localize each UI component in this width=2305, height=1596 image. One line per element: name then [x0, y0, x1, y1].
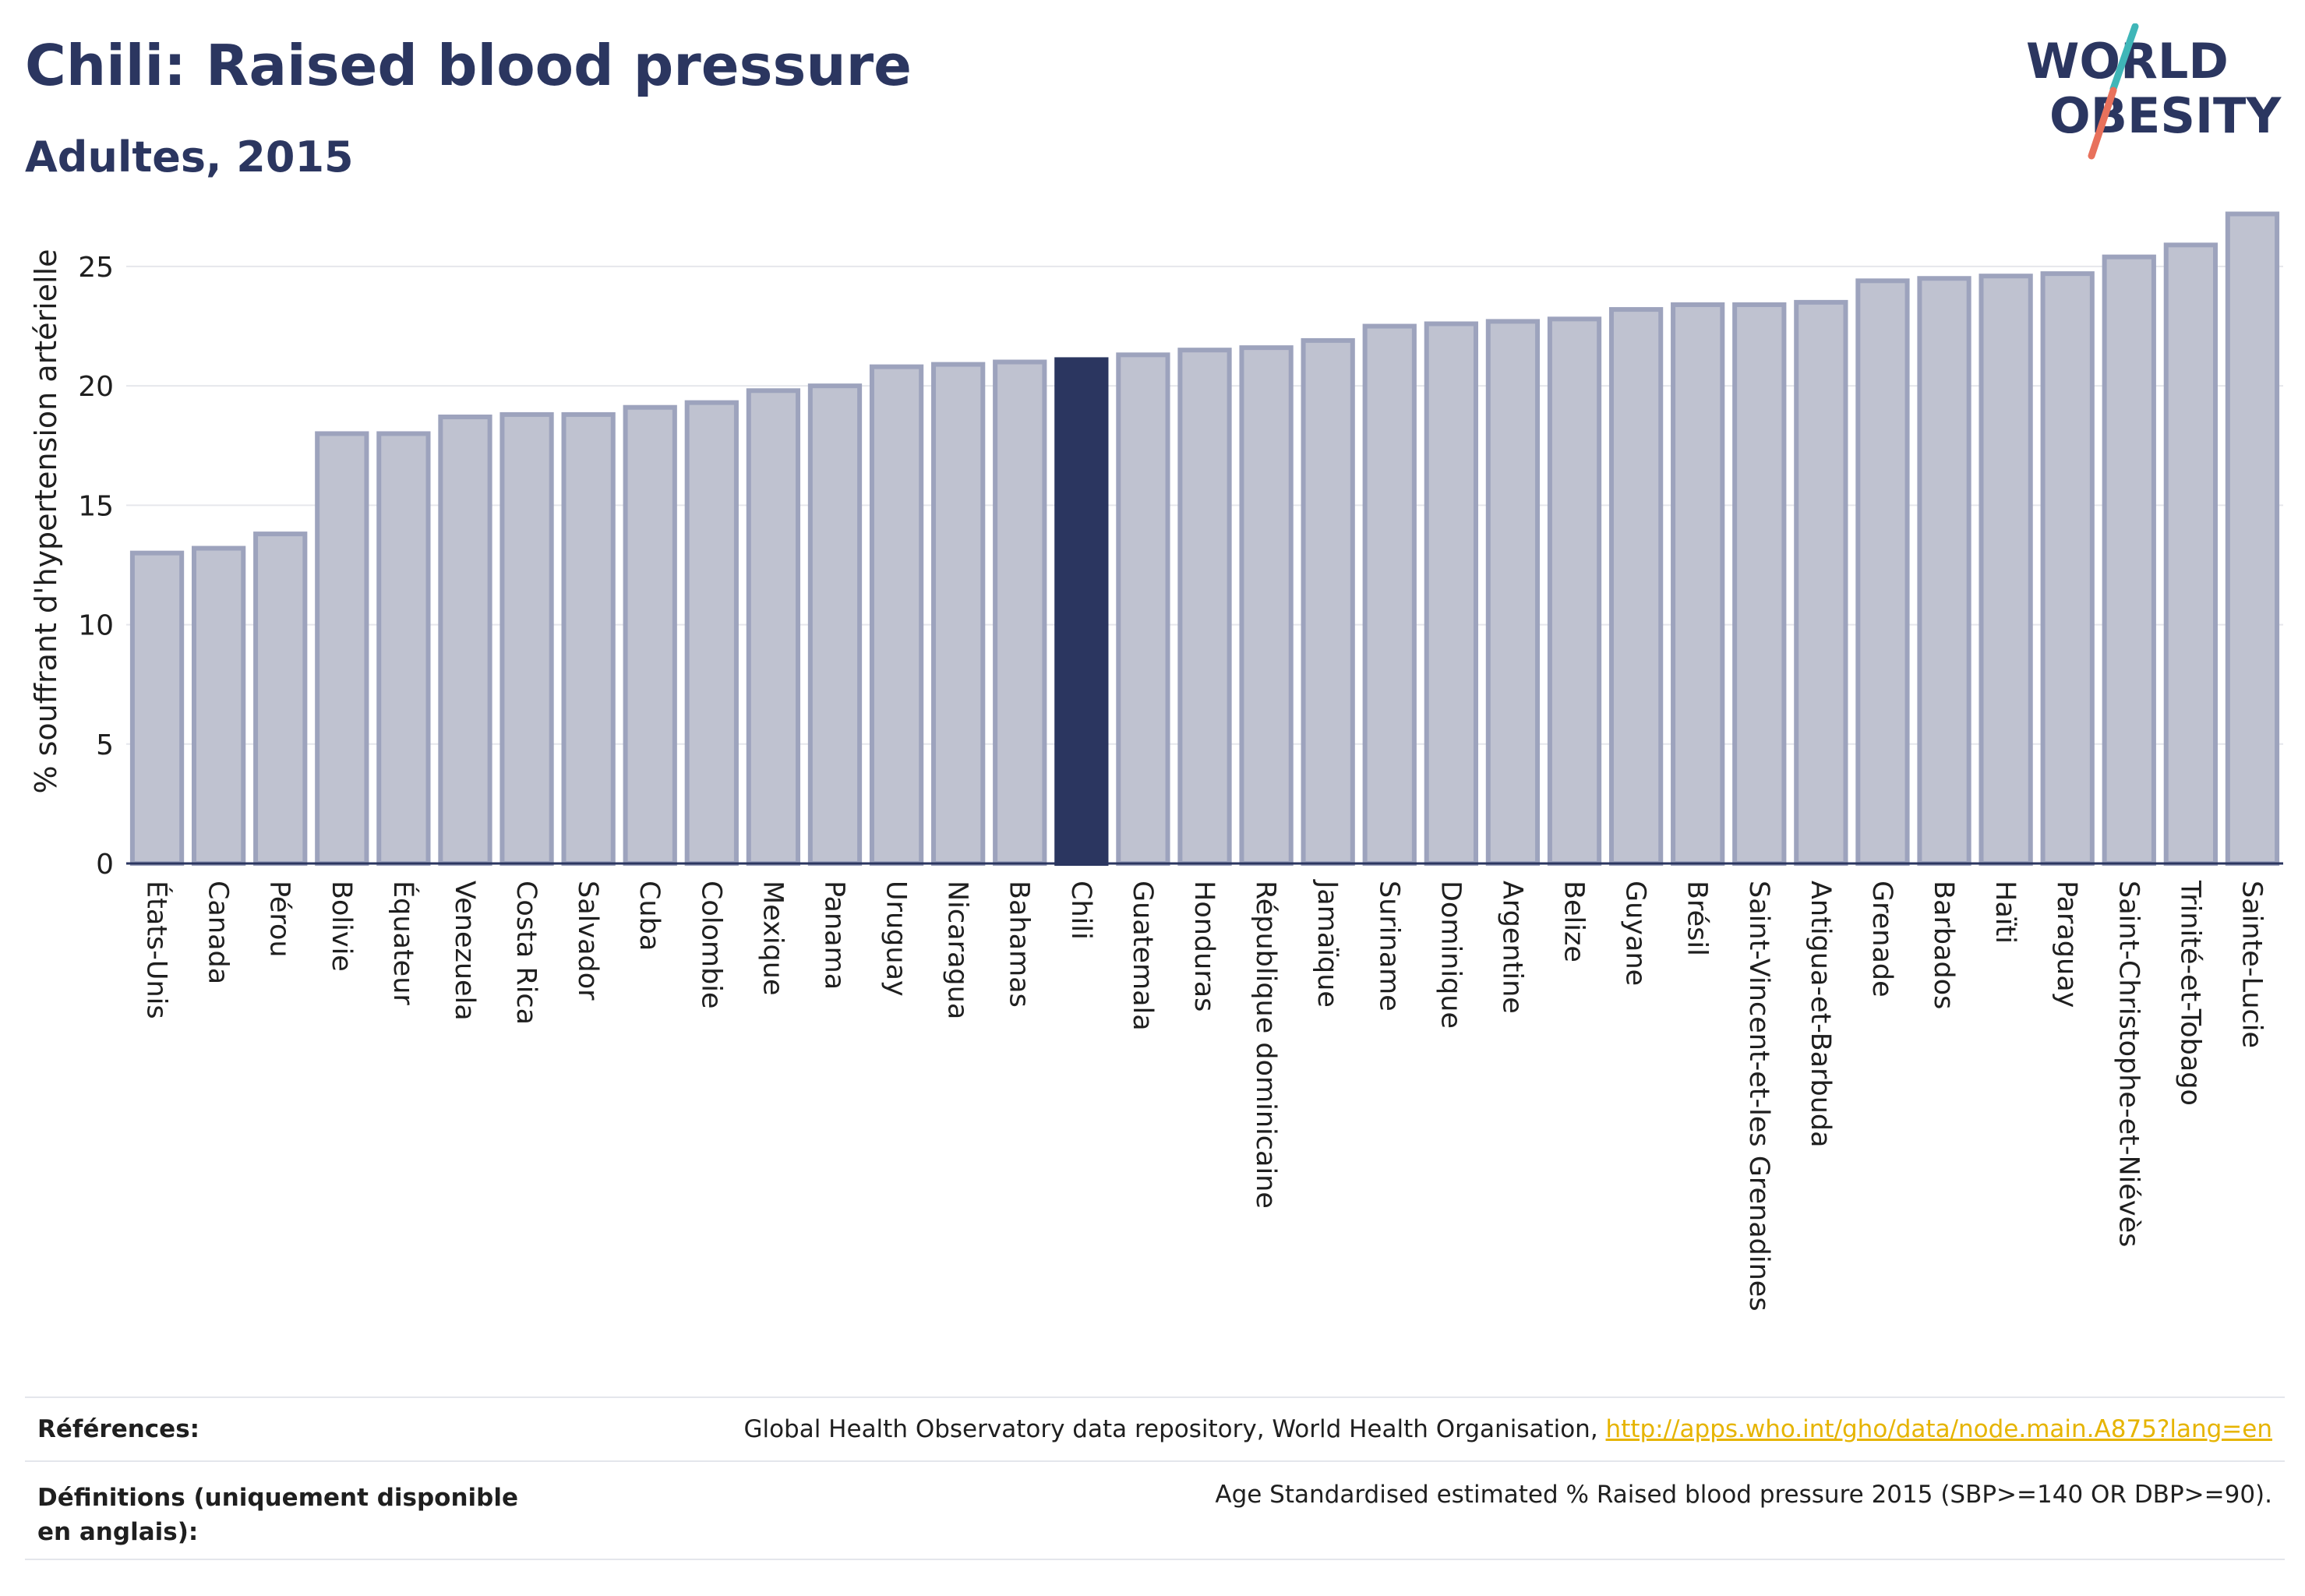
y-tick-label: 20	[78, 371, 114, 403]
bar	[931, 362, 986, 867]
bar	[2225, 211, 2280, 866]
chart-subtitle: Adultes, 2015	[25, 132, 354, 182]
footer-divider-top	[25, 1396, 2285, 1398]
x-tick-label: États-Unis	[141, 881, 174, 1019]
bar	[684, 400, 739, 866]
bar	[623, 404, 677, 866]
bar	[1671, 302, 1725, 866]
logo-slash-coral	[2088, 87, 2117, 160]
references-row: Références: Global Health Observatory da…	[25, 1415, 2285, 1454]
bar-highlighted	[1054, 357, 1109, 866]
x-tick-label: Venezuela	[449, 881, 480, 1021]
references-label: Références:	[37, 1415, 200, 1443]
x-tick-label: Pérou	[264, 881, 295, 958]
x-tick-label: Honduras	[1188, 881, 1220, 1012]
y-axis-label: % souffrant d'hypertension artérielle	[29, 249, 63, 793]
y-tick-label: 10	[78, 610, 114, 642]
x-tick-label: Barbados	[1928, 881, 1959, 1009]
x-tick-label: Bahamas	[1004, 881, 1035, 1008]
x-tick-label: Belize	[1558, 881, 1590, 962]
x-tick-label: Guatemala	[1127, 881, 1158, 1031]
x-tick-label: Colombie	[695, 881, 726, 1009]
x-tick-label: Panama	[818, 881, 849, 990]
definitions-row: Définitions (uniquement disponible en an…	[25, 1481, 2285, 1551]
x-tick-label: Cuba	[634, 881, 665, 951]
bar	[1177, 348, 1232, 866]
y-tick-label: 5	[96, 729, 114, 761]
x-tick-label: République dominicaine	[1250, 881, 1281, 1209]
x-tick-labels: États-Unis Canada Pérou Bolivie Équateur Vene…	[141, 879, 2268, 1312]
bar	[807, 383, 863, 866]
y-tick-label: 15	[78, 490, 114, 522]
x-tick-label: Brésil	[1682, 881, 1713, 956]
bar	[1116, 352, 1170, 866]
x-tick-label: Haïti	[1989, 881, 2021, 944]
references-text: Global Health Observatory data repositor…	[743, 1415, 1606, 1443]
x-tick-label: Bolivie	[326, 881, 357, 972]
references-link[interactable]: http://apps.who.int/gho/data/node.main.A…	[1605, 1415, 2272, 1443]
chart-title: Chili: Raised blood pressure	[25, 33, 912, 98]
y-tick-label: 25	[78, 252, 114, 284]
x-tick-label: Uruguay	[881, 881, 912, 997]
footer-divider-middle	[25, 1460, 2285, 1462]
x-tick-label: Costa Rica	[510, 881, 542, 1025]
bar	[1794, 299, 1848, 866]
x-tick-label: Canada	[203, 881, 234, 984]
bar	[1608, 307, 1664, 867]
y-tick-labels: 0 5 10 15 20 25	[78, 252, 114, 881]
x-tick-label: Suriname	[1373, 881, 1404, 1012]
x-tick-label: Antigua-et-Barbuda	[1805, 881, 1836, 1148]
bar	[2040, 271, 2095, 867]
bar	[561, 411, 616, 866]
bar	[315, 431, 369, 866]
x-tick-label: Argentine	[1496, 881, 1527, 1014]
references-value: Global Health Observatory data repositor…	[743, 1415, 2272, 1443]
bar	[1917, 276, 1971, 866]
y-tick-label: 0	[96, 849, 114, 881]
x-tick-label: Paraguay	[2051, 881, 2082, 1008]
bar	[2163, 242, 2219, 867]
bar	[1301, 337, 1355, 866]
x-tick-label: Saint-Vincent-et-les Grenadines	[1743, 881, 1774, 1312]
x-tick-label: Trinité-et-Tobago	[2174, 880, 2205, 1106]
bar	[253, 531, 308, 867]
bar	[2102, 254, 2156, 866]
x-tick-label: Grenade	[1866, 881, 1897, 998]
bar	[746, 388, 801, 866]
bar	[438, 414, 492, 866]
bar	[1239, 345, 1294, 867]
x-tick-label: Nicaragua	[942, 881, 973, 1019]
bar	[1547, 316, 1602, 867]
bar	[129, 550, 185, 867]
x-tick-label: Saint-Christophe-et-Niévès	[2113, 881, 2144, 1247]
bar	[1424, 321, 1478, 866]
bar	[869, 364, 924, 866]
bar	[1978, 274, 2033, 866]
bar	[1855, 278, 1910, 867]
logo-slash-teal	[2109, 23, 2139, 93]
footer-divider-bottom	[25, 1559, 2285, 1560]
bar	[191, 546, 246, 866]
world-obesity-logo: WORLD OBESITY	[2026, 23, 2282, 160]
logo-line-2: OBESITY	[2049, 87, 2282, 144]
bar	[1732, 302, 1787, 866]
bar	[1485, 319, 1541, 866]
definitions-value: Age Standardised estimated % Raised bloo…	[1215, 1481, 2272, 1509]
x-tick-label: Sainte-Lucie	[2236, 881, 2267, 1048]
bar	[376, 431, 431, 866]
x-tick-label: Équateur	[387, 881, 420, 1005]
bar	[499, 411, 554, 866]
x-tick-label: Mexique	[757, 881, 788, 996]
bar	[993, 359, 1047, 866]
x-tick-label: Guyane	[1620, 881, 1651, 986]
bar	[1362, 323, 1417, 866]
x-tick-label: Chili	[1065, 881, 1096, 940]
definitions-label: Définitions (uniquement disponible en an…	[37, 1484, 519, 1546]
x-tick-label: Salvador	[572, 881, 603, 1001]
x-tick-label: Dominique	[1435, 881, 1466, 1029]
x-tick-label: Jamaïque	[1311, 879, 1343, 1008]
bars	[129, 211, 2280, 867]
